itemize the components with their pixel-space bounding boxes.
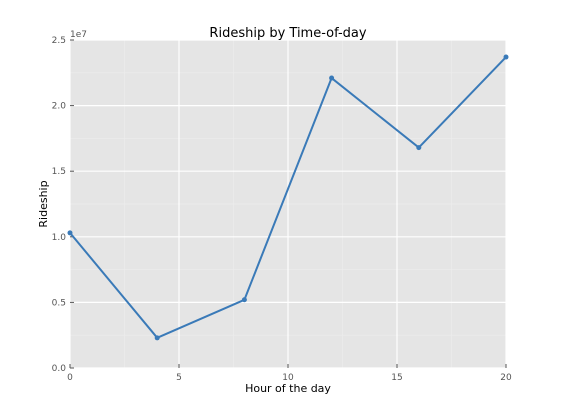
y-tick-label: 0.0 xyxy=(52,364,67,374)
chart-title: Rideship by Time-of-day xyxy=(209,26,366,41)
data-point xyxy=(416,145,422,151)
data-point xyxy=(154,335,160,341)
series-layer xyxy=(67,54,509,341)
y-tick-label: 2.0 xyxy=(52,102,67,112)
data-point xyxy=(329,75,335,81)
x-tick-label: 15 xyxy=(391,373,402,383)
x-tick-label: 5 xyxy=(176,373,182,383)
series-line xyxy=(69,56,507,339)
data-point xyxy=(503,54,509,60)
y-offset-label: 1e7 xyxy=(70,30,87,40)
y-axis-label: Rideship xyxy=(37,180,50,227)
y-tick-label: 2.5 xyxy=(52,36,66,46)
axis-ticks: 0 5 10 15 20 0.0 0.5 1.0 1.5 2.0 2.5 xyxy=(52,36,512,383)
y-tick-label: 1.5 xyxy=(52,167,66,177)
data-point xyxy=(67,230,73,236)
x-tick-label: 0 xyxy=(67,373,73,383)
y-tick-label: 1.0 xyxy=(52,233,67,243)
x-tick-label: 20 xyxy=(500,373,512,383)
y-tick-label: 0.5 xyxy=(52,298,66,308)
x-tick-label: 10 xyxy=(282,373,294,383)
x-axis-label: Hour of the day xyxy=(245,382,331,395)
data-point xyxy=(241,297,247,303)
